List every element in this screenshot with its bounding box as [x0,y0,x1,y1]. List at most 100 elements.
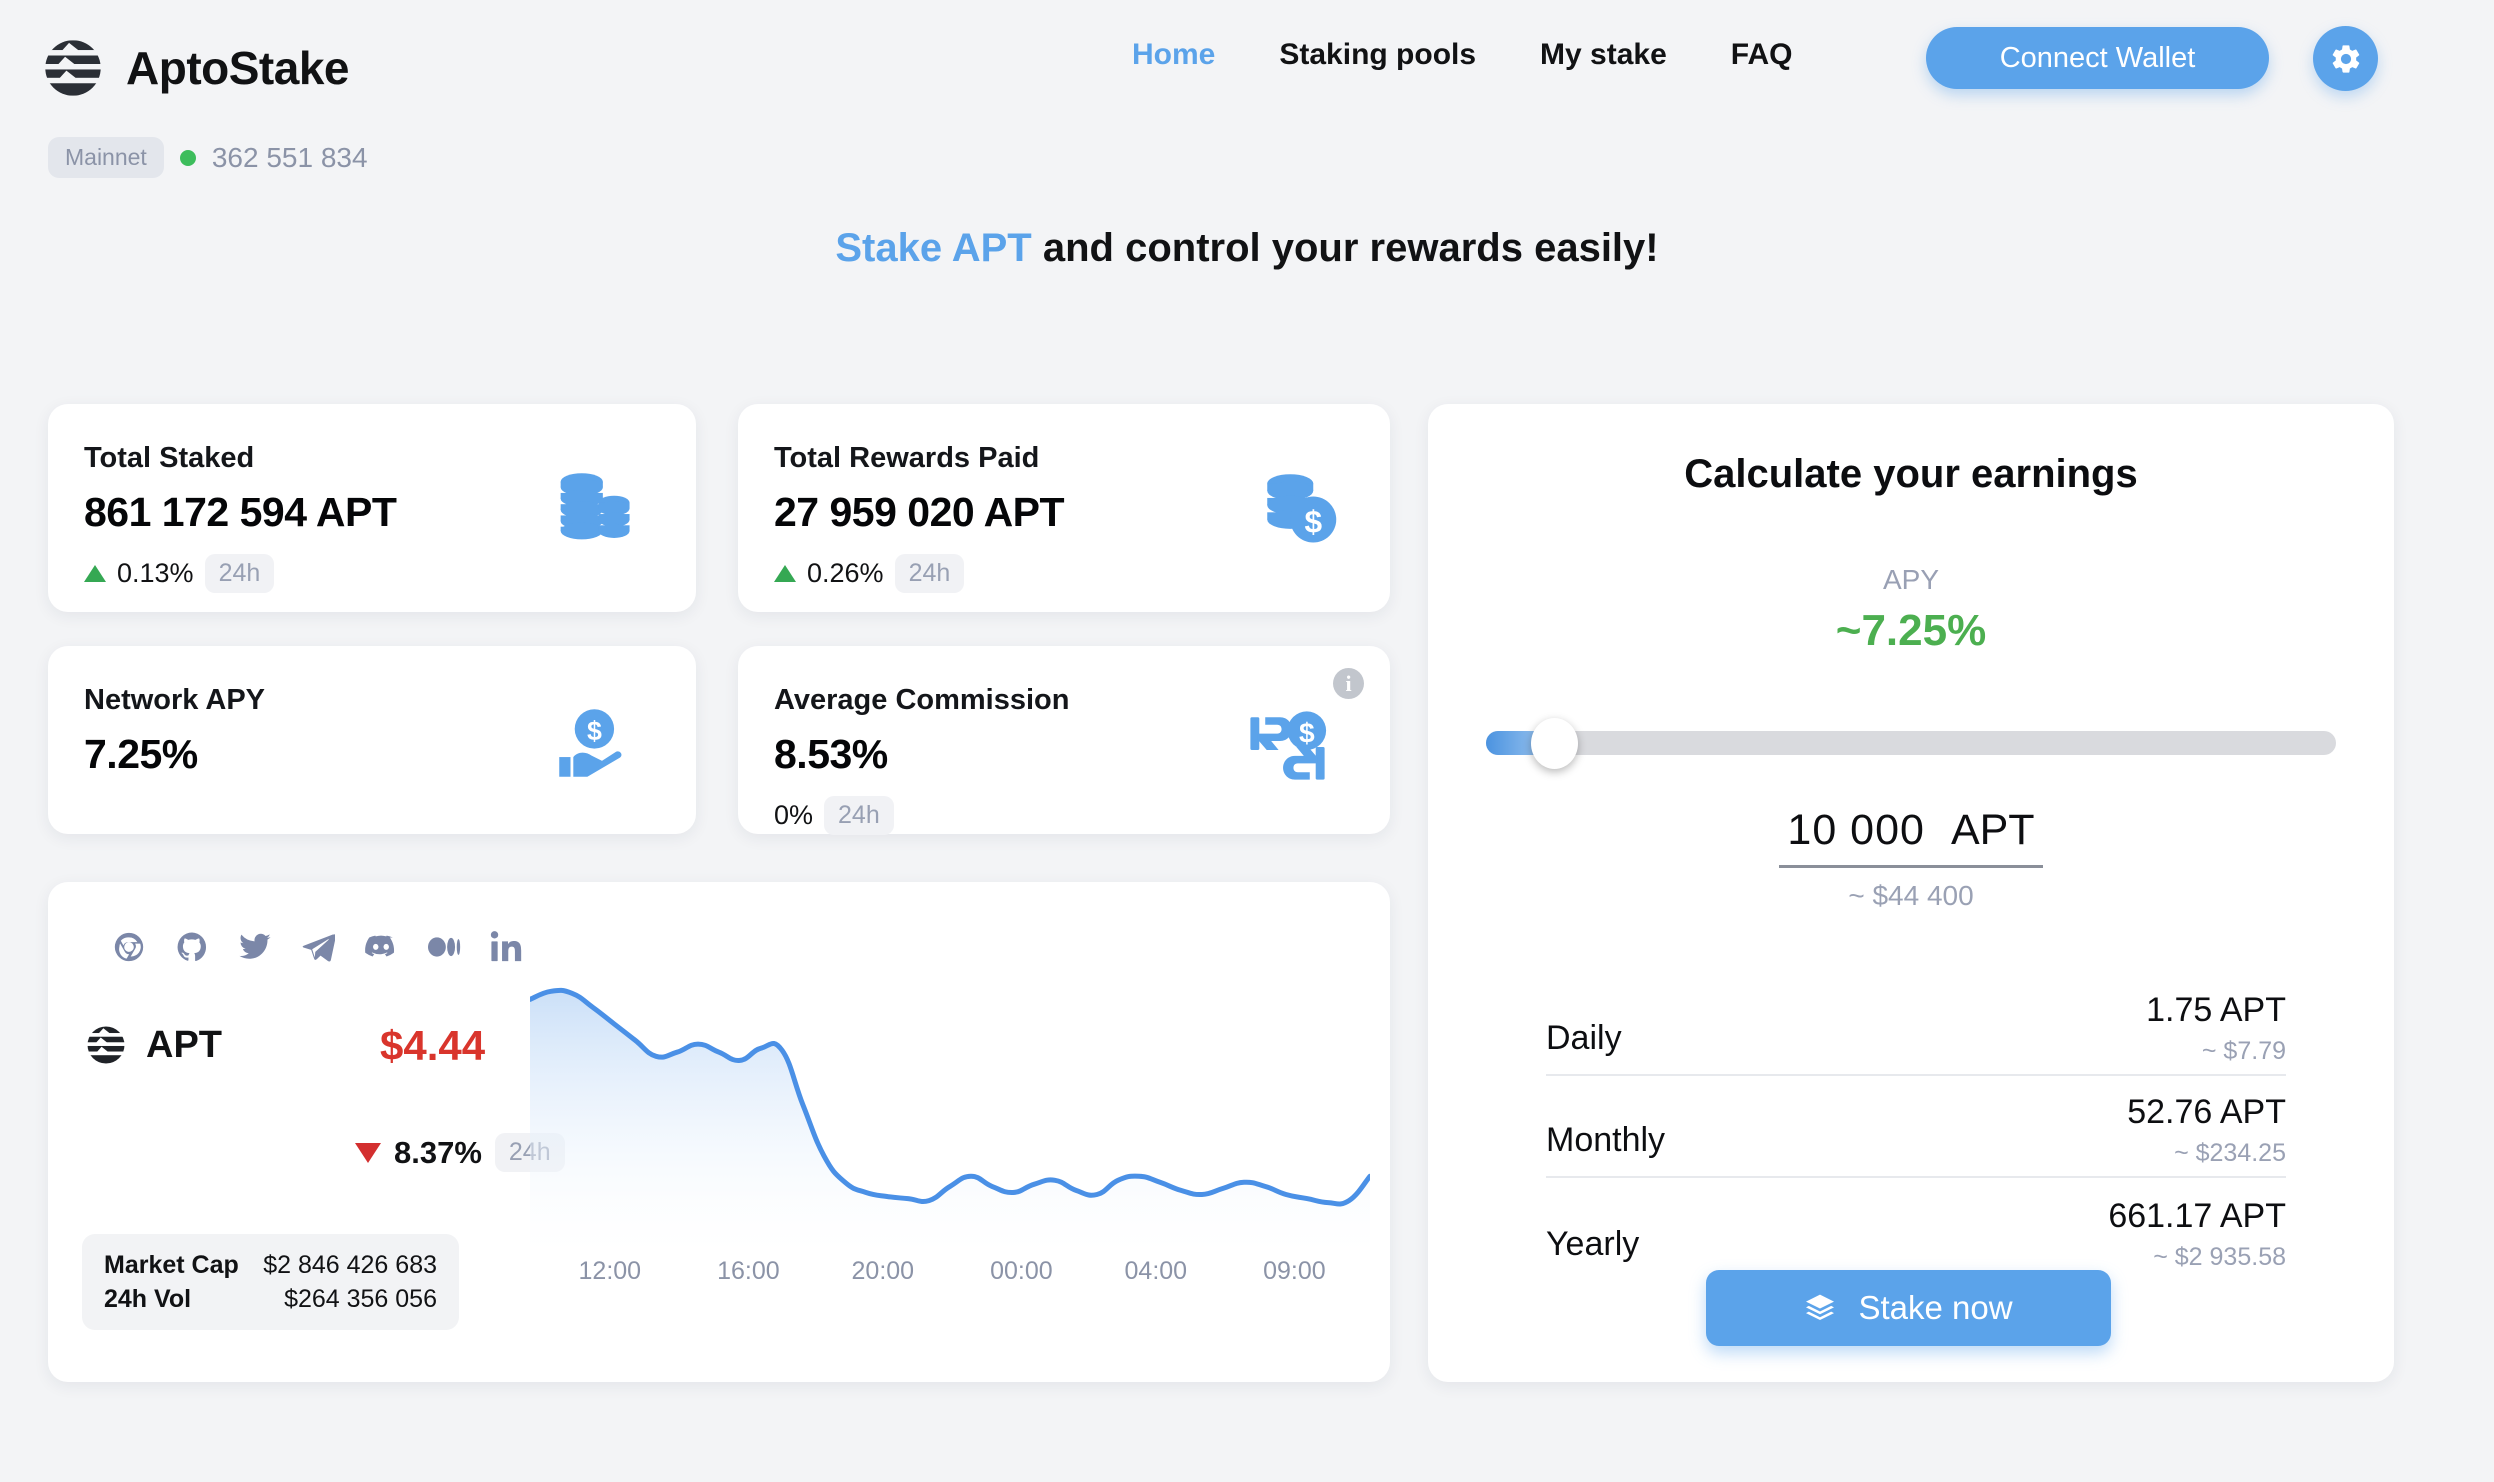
stat-title: Total Rewards Paid [774,442,1040,474]
nav-item-faq[interactable]: FAQ [1730,38,1793,71]
aptos-logo-icon [87,1026,125,1064]
stat-title: Network APY [84,684,266,716]
money-exchange-icon: $ [1250,711,1327,780]
chart-x-tick: 04:00 [1124,1257,1188,1285]
earnings-label: Yearly [1546,1225,1640,1263]
earnings-apt: 1.75 APT [2146,991,2286,1029]
token-change-value: 8.37% [394,1134,482,1170]
earnings-usd: ~ $234.25 [2174,1139,2286,1167]
social-links [112,930,524,964]
nav-item-home[interactable]: Home [1132,38,1216,71]
twitter-icon[interactable] [238,930,272,964]
aptos-logo-icon [45,39,101,96]
info-icon[interactable]: i [1333,668,1364,699]
market-cap-label: Market Cap [104,1250,239,1279]
earnings-label: Monthly [1546,1121,1666,1159]
stat-period-chip: 24h [204,554,275,593]
earnings-calculator-card: Calculate your earnings APY ~7.25% 10 00… [1428,404,2394,1382]
network-status-dot [179,149,196,166]
svg-text:$: $ [1299,717,1315,749]
stat-delta-value: 0.26% [807,558,884,588]
stat-title: Total Staked [84,442,255,474]
hero-rest: and control your rewards easily! [1031,226,1659,270]
layers-icon [1806,1294,1835,1320]
stat-value: 27 959 020 APT [774,489,1065,535]
earnings-row-yearly: Yearly 661.17 APT ~ $2 935.58 [1546,1178,2286,1280]
stake-now-button[interactable]: Stake now [1706,1270,2111,1346]
hero-accent: Stake APT [835,226,1032,270]
triangle-up-icon [774,565,796,582]
price-chart[interactable]: 12:00 16:00 20:00 00:00 04:00 09:00 [530,965,1370,1320]
website-icon[interactable] [112,930,146,964]
triangle-down-icon [355,1142,381,1163]
volume-row: 24h Vol $264 356 056 [104,1282,437,1316]
medium-icon[interactable] [427,930,461,964]
earnings-apt: 52.76 APT [2127,1093,2286,1131]
main-nav: Home Staking pools My stake FAQ [1100,38,1824,72]
volume-label: 24h Vol [104,1284,192,1313]
earnings-row-monthly: Monthly 52.76 APT ~ $234.25 [1546,1076,2286,1178]
stat-period-chip: 24h [894,554,965,593]
network-status: Mainnet 362 551 834 [48,137,368,178]
market-cap-row: Market Cap $2 846 426 683 [104,1248,437,1282]
chart-x-tick: 09:00 [1263,1257,1326,1285]
settings-button[interactable] [2313,26,2378,91]
amount-input[interactable]: 10 000 [1787,806,1925,854]
chart-x-tick: 00:00 [990,1257,1053,1285]
stat-card-average-commission: Average Commission 8.53% 0% 24h i $ [738,646,1390,835]
connect-wallet-button[interactable]: Connect Wallet [1926,27,2269,89]
amount-slider[interactable] [1486,718,2336,769]
calculator-apy-label: APY [1882,564,1940,595]
svg-text:$: $ [587,716,602,746]
nav-item-staking-pools[interactable]: Staking pools [1279,38,1477,71]
earnings-usd: ~ $7.79 [2201,1037,2286,1065]
brand-name: AptoStake [126,41,349,94]
amount-field[interactable]: 10 000 APT ~ $44 400 [1428,806,2394,912]
network-chip[interactable]: Mainnet [48,137,164,178]
earnings-apt: 661.17 APT [2108,1197,2286,1235]
market-cap-value: $2 846 426 683 [263,1250,437,1279]
linkedin-icon[interactable] [490,930,524,964]
stake-now-label: Stake now [1858,1289,2013,1326]
calculator-title: Calculate your earnings [1684,452,2138,496]
slider-thumb[interactable] [1531,718,1578,769]
stat-value: 7.25% [84,731,198,777]
stat-delta-value: 0.13% [117,558,194,588]
stat-period-chip: 24h [824,796,894,835]
app-header: AptoStake Home Staking pools My stake FA… [0,0,2494,135]
calculator-apy-value: ~7.25% [1835,606,1987,655]
github-icon[interactable] [175,930,209,964]
chart-x-tick: 20:00 [851,1257,915,1285]
stat-delta: 0% 24h [774,796,1390,835]
earnings-usd: ~ $2 935.58 [2153,1243,2286,1271]
block-height: 362 551 834 [211,141,368,173]
token-header: APT [84,1023,222,1067]
stat-card-total-staked: Total Staked 861 172 594 APT 0.13% 24h [48,404,696,612]
brand[interactable]: AptoStake [40,35,349,101]
stat-card-total-rewards: Total Rewards Paid 27 959 020 APT 0.26% … [738,404,1390,612]
amount-unit: APT [1950,806,2035,854]
slider-track[interactable] [1486,731,2336,755]
earnings-label: Daily [1546,1019,1622,1057]
volume-value: $264 356 056 [284,1284,437,1313]
stat-value: 861 172 594 APT [84,489,397,535]
nav-item-my-stake[interactable]: My stake [1540,38,1667,71]
stat-title: Average Commission [774,684,1070,716]
hero-headline: Stake APT and control your rewards easil… [0,226,2494,271]
hand-coin-icon: $ [559,709,622,777]
coins-dollar-icon: $ [1267,474,1337,543]
gear-icon [2332,44,2359,73]
svg-text:$: $ [1304,503,1322,539]
chart-x-tick: 12:00 [578,1257,642,1285]
market-stats: Market Cap $2 846 426 683 24h Vol $264 3… [82,1234,459,1330]
telegram-icon[interactable] [301,930,335,964]
stat-delta-value: 0% [774,800,814,830]
coins-stack-icon [560,473,630,540]
stat-delta: 0.13% 24h [84,554,696,593]
earnings-row-daily: Daily 1.75 APT ~ $7.79 [1546,974,2286,1076]
stat-delta: 0.26% 24h [774,554,1390,593]
token-ticker: APT [146,1023,222,1066]
discord-icon[interactable] [364,930,398,964]
stat-value: 8.53% [774,731,888,777]
